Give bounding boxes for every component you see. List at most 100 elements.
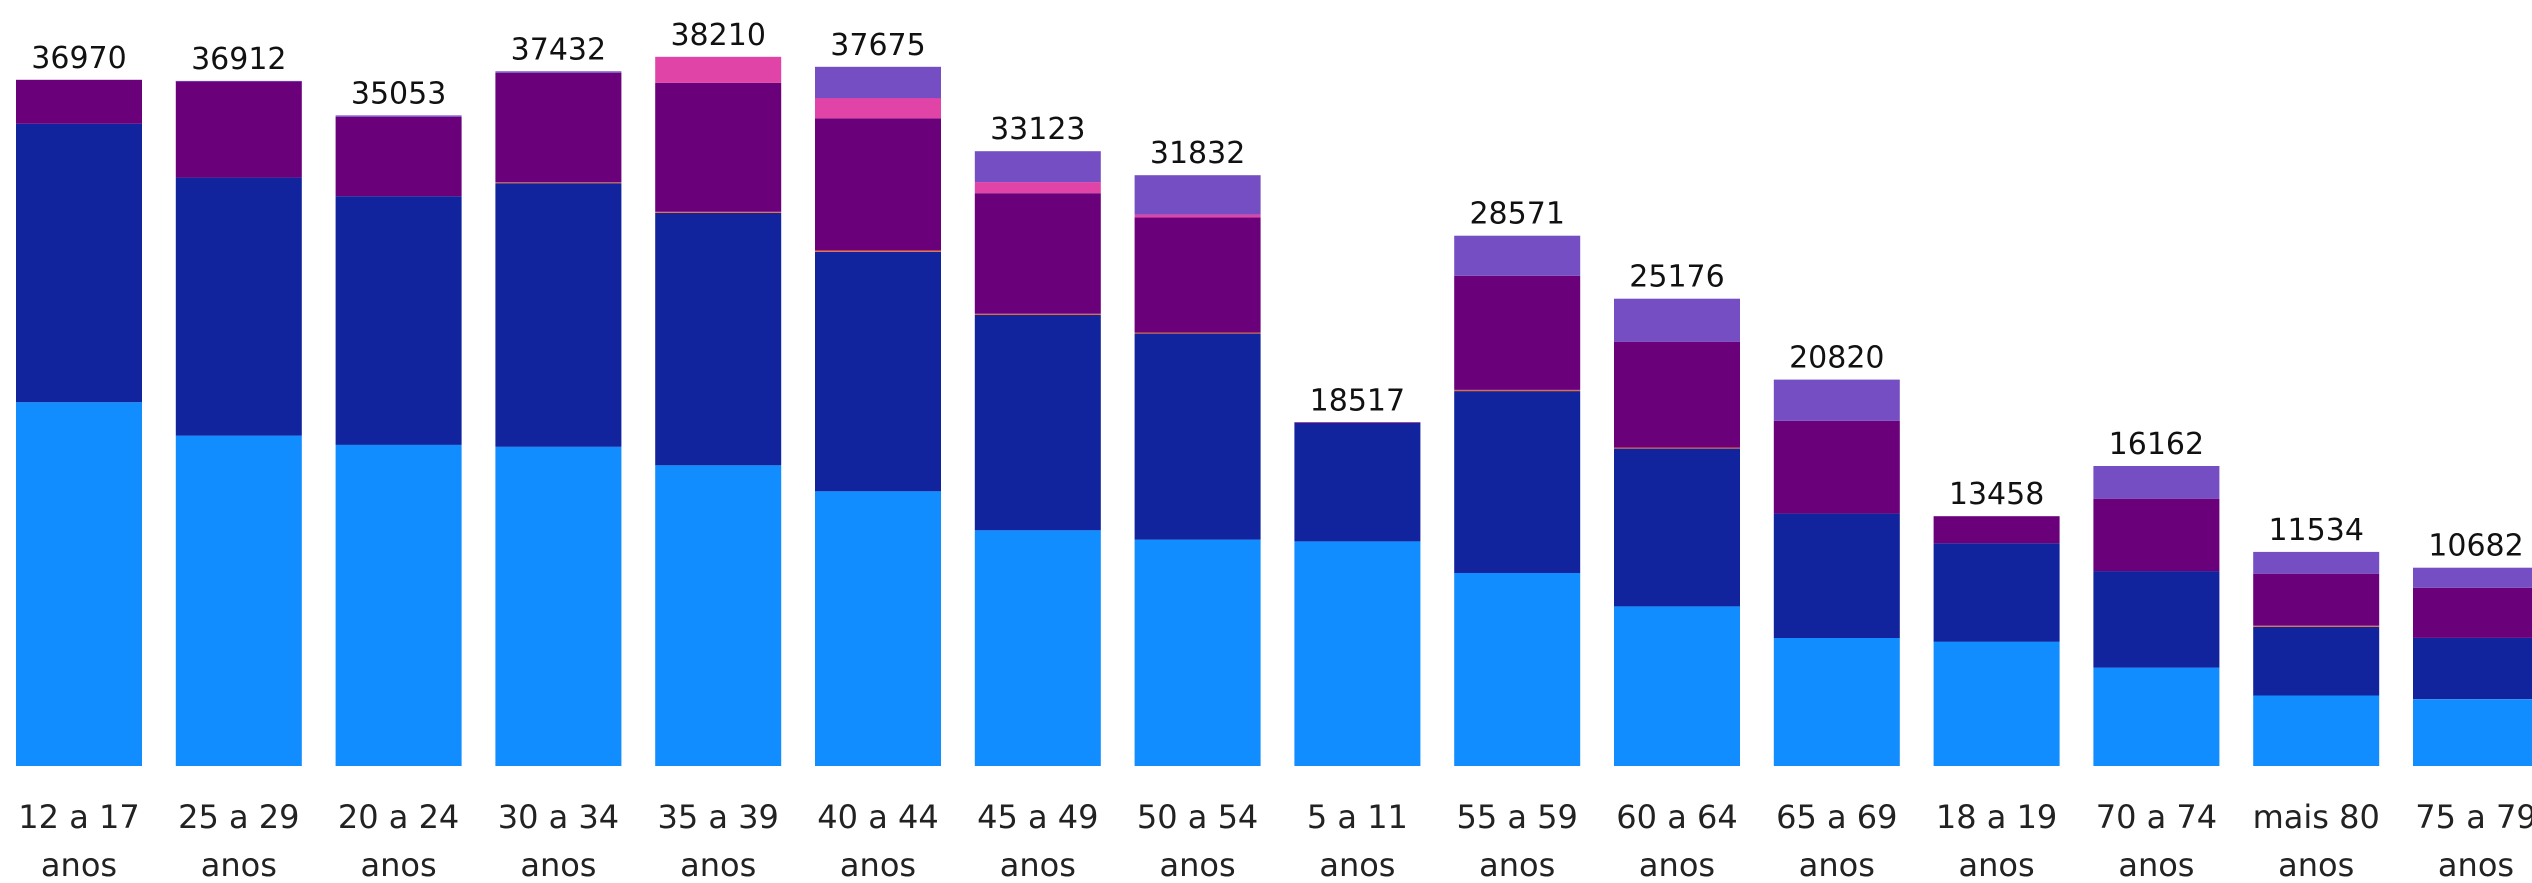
bar-segment <box>1134 333 1261 540</box>
bar-segment <box>2413 699 2532 766</box>
x-tick-label: 60 a 64 <box>1616 798 1737 836</box>
x-tick-label: 20 a 24 <box>338 798 459 836</box>
bar-segment <box>2093 667 2220 766</box>
x-tick-label: anos <box>1160 846 1236 883</box>
bar-segment <box>1454 390 1581 392</box>
x-tick-label: anos <box>840 846 916 883</box>
bar-segment <box>1454 275 1581 390</box>
bar-total-label: 36970 <box>31 41 126 76</box>
bar-total-label: 10682 <box>2428 529 2523 564</box>
bar-segment <box>974 151 1101 183</box>
bar-total-label: 33123 <box>990 112 1085 147</box>
x-tick-label: anos <box>520 846 596 883</box>
bar-segment <box>2253 626 2380 696</box>
bar-segment <box>2093 466 2220 499</box>
total-labels-layer: 36970 36912 35053 37432 38210 37675 33123 31832… <box>31 18 2523 564</box>
bar-segment <box>2253 573 2380 626</box>
bar-segment <box>335 115 462 117</box>
bar-segment <box>1134 175 1261 215</box>
bar-segment <box>175 80 302 82</box>
x-tick-label: 18 a 19 <box>1936 798 2057 836</box>
x-tick-label: anos <box>1959 846 2035 883</box>
x-tick-label: 50 a 54 <box>1137 798 1258 836</box>
x-tick-label: anos <box>2118 846 2194 883</box>
x-tick-label: anos <box>1479 846 1555 883</box>
bars-layer <box>16 56 2532 766</box>
x-tick-label: 40 a 44 <box>817 798 938 836</box>
bar-segment <box>335 444 462 766</box>
bar-segment <box>1134 214 1261 218</box>
bar-segment <box>335 116 462 197</box>
x-tick-label: anos <box>1000 846 1076 883</box>
bar-segment <box>2413 567 2532 588</box>
x-tick-label: anos <box>1639 846 1715 883</box>
x-tick-label: 35 a 39 <box>658 798 779 836</box>
bar-segment <box>655 56 782 83</box>
bar-segment <box>1614 341 1740 448</box>
x-tick-label: 12 a 17 <box>18 798 139 836</box>
bar-total-label: 31832 <box>1150 136 1245 171</box>
bar-segment <box>815 98 941 119</box>
bar-total-label: 11534 <box>2268 513 2363 548</box>
bar-segment <box>655 465 782 766</box>
bar-segment <box>1933 641 2060 766</box>
bar-segment <box>16 402 142 766</box>
bar-segment <box>1134 217 1261 333</box>
x-tick-label: anos <box>1319 846 1395 883</box>
bar-total-label: 28571 <box>1469 197 1564 232</box>
bar-total-label: 38210 <box>670 18 765 53</box>
x-tick-label: 65 a 69 <box>1776 798 1897 836</box>
bar-segment <box>175 177 302 436</box>
bar-segment <box>1454 391 1581 573</box>
bar-segment <box>655 211 782 213</box>
bar-segment <box>2253 551 2380 574</box>
bar-segment <box>495 182 622 184</box>
bar-total-label: 25176 <box>1629 260 1724 295</box>
bar-total-label: 35053 <box>351 76 446 111</box>
bar-segment <box>1134 539 1261 766</box>
bar-segment <box>1294 541 1421 766</box>
bar-segment <box>495 72 622 183</box>
bar-segment <box>16 79 142 124</box>
bar-segment <box>815 118 941 251</box>
x-tick-label: 30 a 34 <box>498 798 619 836</box>
bar-segment <box>1773 420 1900 514</box>
x-tick-label: mais 80 <box>2253 798 2380 836</box>
bar-total-label: 37432 <box>511 32 606 67</box>
bar-total-label: 37675 <box>830 28 925 63</box>
x-axis-labels: 12 a 17 anos 25 a 29 anos 20 a 24 anos 30 a 34… <box>18 798 2532 883</box>
bar-segment <box>1294 422 1421 424</box>
bar-segment <box>2413 587 2532 638</box>
bar-segment <box>1454 573 1581 766</box>
bar-segment <box>2253 695 2380 766</box>
bar-segment <box>175 435 302 766</box>
x-tick-label: 5 a 11 <box>1307 798 1408 836</box>
bar-segment <box>1614 448 1740 607</box>
bar-segment <box>974 193 1101 314</box>
bar-segment <box>1773 379 1900 421</box>
bar-segment <box>2413 637 2532 700</box>
bar-segment <box>1933 516 2060 544</box>
bar-segment <box>2093 498 2220 572</box>
bar-segment <box>495 71 622 73</box>
bar-segment <box>495 446 622 766</box>
bar-segment <box>974 530 1101 766</box>
bar-segment <box>1614 298 1740 342</box>
x-tick-label: 70 a 74 <box>2096 798 2217 836</box>
x-tick-label: anos <box>41 846 117 883</box>
x-tick-label: anos <box>201 846 277 883</box>
bar-segment <box>16 123 142 403</box>
bar-segment <box>1454 235 1581 276</box>
bar-segment <box>815 491 941 766</box>
x-tick-label: anos <box>1799 846 1875 883</box>
bar-segment <box>1773 637 1900 766</box>
x-tick-label: 45 a 49 <box>977 798 1098 836</box>
bar-segment <box>1614 447 1740 449</box>
bar-segment <box>1134 332 1261 334</box>
bar-segment <box>335 196 462 445</box>
bar-segment <box>655 82 782 212</box>
bar-segment <box>974 313 1101 315</box>
bar-total-label: 20820 <box>1789 341 1884 376</box>
x-tick-label: anos <box>680 846 756 883</box>
